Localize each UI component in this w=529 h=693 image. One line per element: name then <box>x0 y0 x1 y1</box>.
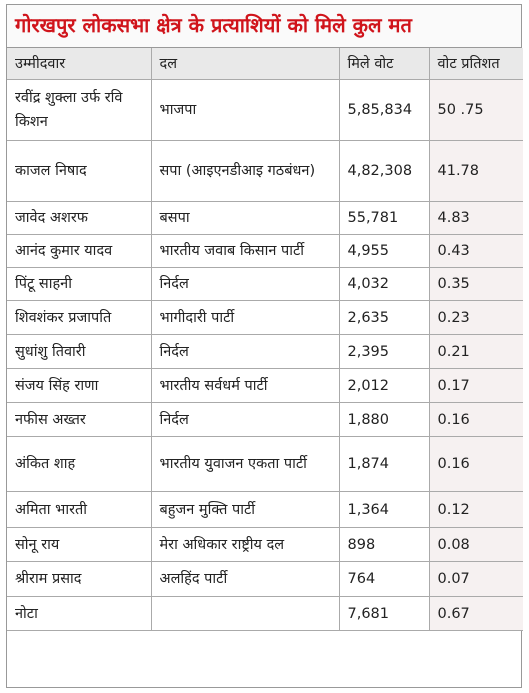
cell: 0.08 <box>428 527 523 562</box>
cell: 50 .75 <box>428 79 523 141</box>
cell: काजल निषाद <box>7 140 152 202</box>
cell: भारतीय जवाब किसान पार्टी <box>150 234 340 268</box>
cell: 55,781 <box>338 201 430 235</box>
cell: 5,85,834 <box>338 79 430 141</box>
cell: 0.35 <box>428 267 523 301</box>
cell: 2,012 <box>338 368 430 403</box>
cell: 4.83 <box>428 201 523 235</box>
cell: सोनू राय <box>7 527 152 562</box>
row: आनंद कुमार यादव भारतीय जवाब किसान पार्टी 4… <box>7 234 523 268</box>
header-cell: उम्मीदवार <box>7 48 152 80</box>
cell: 764 <box>338 561 430 597</box>
cell: भारतीय युवाजन एकता पार्टी <box>150 436 340 492</box>
cell: 0.16 <box>428 436 523 492</box>
header-cell: वोट प्रतिशत <box>428 48 523 80</box>
row: नोटा 7,681 0.67 <box>7 596 523 631</box>
cell: निर्दल <box>150 267 340 301</box>
header-row: उम्मीदवार दल मिले वोट वोट प्रतिशत <box>7 48 523 80</box>
row: अंकित शाह भारतीय युवाजन एकता पार्टी 1,874 0… <box>7 436 523 492</box>
cell: 7,681 <box>338 596 430 631</box>
title: गोरखपुर लोकसभा क्षेत्र के प्रत्याशियों क… <box>7 5 521 48</box>
cell: अलहिंद पार्टी <box>150 561 340 597</box>
cell: नोटा <box>7 596 152 631</box>
cell: 898 <box>338 527 430 562</box>
cell: भारतीय सर्वधर्म पार्टी <box>150 368 340 403</box>
cell: निर्दल <box>150 334 340 369</box>
cell: 0.12 <box>428 491 523 528</box>
cell: 0.67 <box>428 596 523 631</box>
header-cell: मिले वोट <box>338 48 430 80</box>
cell: शिवशंकर प्रजापति <box>7 300 152 335</box>
cell: 2,395 <box>338 334 430 369</box>
cell: 4,955 <box>338 234 430 268</box>
cell: मेरा अधिकार राष्ट्रीय दल <box>150 527 340 562</box>
row: सुधांशु तिवारी निर्दल 2,395 0.21 <box>7 334 523 369</box>
cell: रवींद्र शुक्ला उर्फ रवि किशन <box>7 79 152 141</box>
cell: सुधांशु तिवारी <box>7 334 152 369</box>
cell: पिंटू साहनी <box>7 267 152 301</box>
cell: 1,874 <box>338 436 430 492</box>
cell: नफीस अख्तर <box>7 402 152 437</box>
cell: 2,635 <box>338 300 430 335</box>
cell: संजय सिंह राणा <box>7 368 152 403</box>
cell: भाजपा <box>150 79 340 141</box>
cell: 1,364 <box>338 491 430 528</box>
cell: निर्दल <box>150 402 340 437</box>
row: श्रीराम प्रसाद अलहिंद पार्टी 764 0.07 <box>7 561 523 597</box>
row: संजय सिंह राणा भारतीय सर्वधर्म पार्टी 2,01… <box>7 368 523 403</box>
row: अमिता भारती बहुजन मुक्ति पार्टी 1,364 0.12 <box>7 491 523 528</box>
cell <box>150 596 340 631</box>
table-card: गोरखपुर लोकसभा क्षेत्र के प्रत्याशियों क… <box>6 4 523 688</box>
cell: 0.16 <box>428 402 523 437</box>
cell: आनंद कुमार यादव <box>7 234 152 268</box>
cell: 0.23 <box>428 300 523 335</box>
cell: अमिता भारती <box>7 491 152 528</box>
header-cell: दल <box>150 48 340 80</box>
cell: श्रीराम प्रसाद <box>7 561 152 597</box>
row: जावेद अशरफ बसपा 55,781 4.83 <box>7 201 523 235</box>
row: शिवशंकर प्रजापति भागीदारी पार्टी 2,635 0.23 <box>7 300 523 335</box>
cell: भागीदारी पार्टी <box>150 300 340 335</box>
cell: 0.17 <box>428 368 523 403</box>
cell: जावेद अशरफ <box>7 201 152 235</box>
cell: 1,880 <box>338 402 430 437</box>
cell: बहुजन मुक्ति पार्टी <box>150 491 340 528</box>
cell: 0.43 <box>428 234 523 268</box>
cell: 0.07 <box>428 561 523 597</box>
cell: 4,82,308 <box>338 140 430 202</box>
results-table: उम्मीदवार दल मिले वोट वोट प्रतिशत रवींद्र शु… <box>7 48 523 631</box>
cell: 4,032 <box>338 267 430 301</box>
row: नफीस अख्तर निर्दल 1,880 0.16 <box>7 402 523 437</box>
row: रवींद्र शुक्ला उर्फ रवि किशन भाजपा 5,85,83… <box>7 79 523 141</box>
row: पिंटू साहनी निर्दल 4,032 0.35 <box>7 267 523 301</box>
row: सोनू राय मेरा अधिकार राष्ट्रीय दल 898 0.08 <box>7 527 523 562</box>
cell: 41.78 <box>428 140 523 202</box>
cell: सपा (आइएनडीआइ गठबंधन) <box>150 140 340 202</box>
cell: बसपा <box>150 201 340 235</box>
row: काजल निषाद सपा (आइएनडीआइ गठबंधन) 4,82,308 4… <box>7 140 523 202</box>
cell: 0.21 <box>428 334 523 369</box>
cell: अंकित शाह <box>7 436 152 492</box>
